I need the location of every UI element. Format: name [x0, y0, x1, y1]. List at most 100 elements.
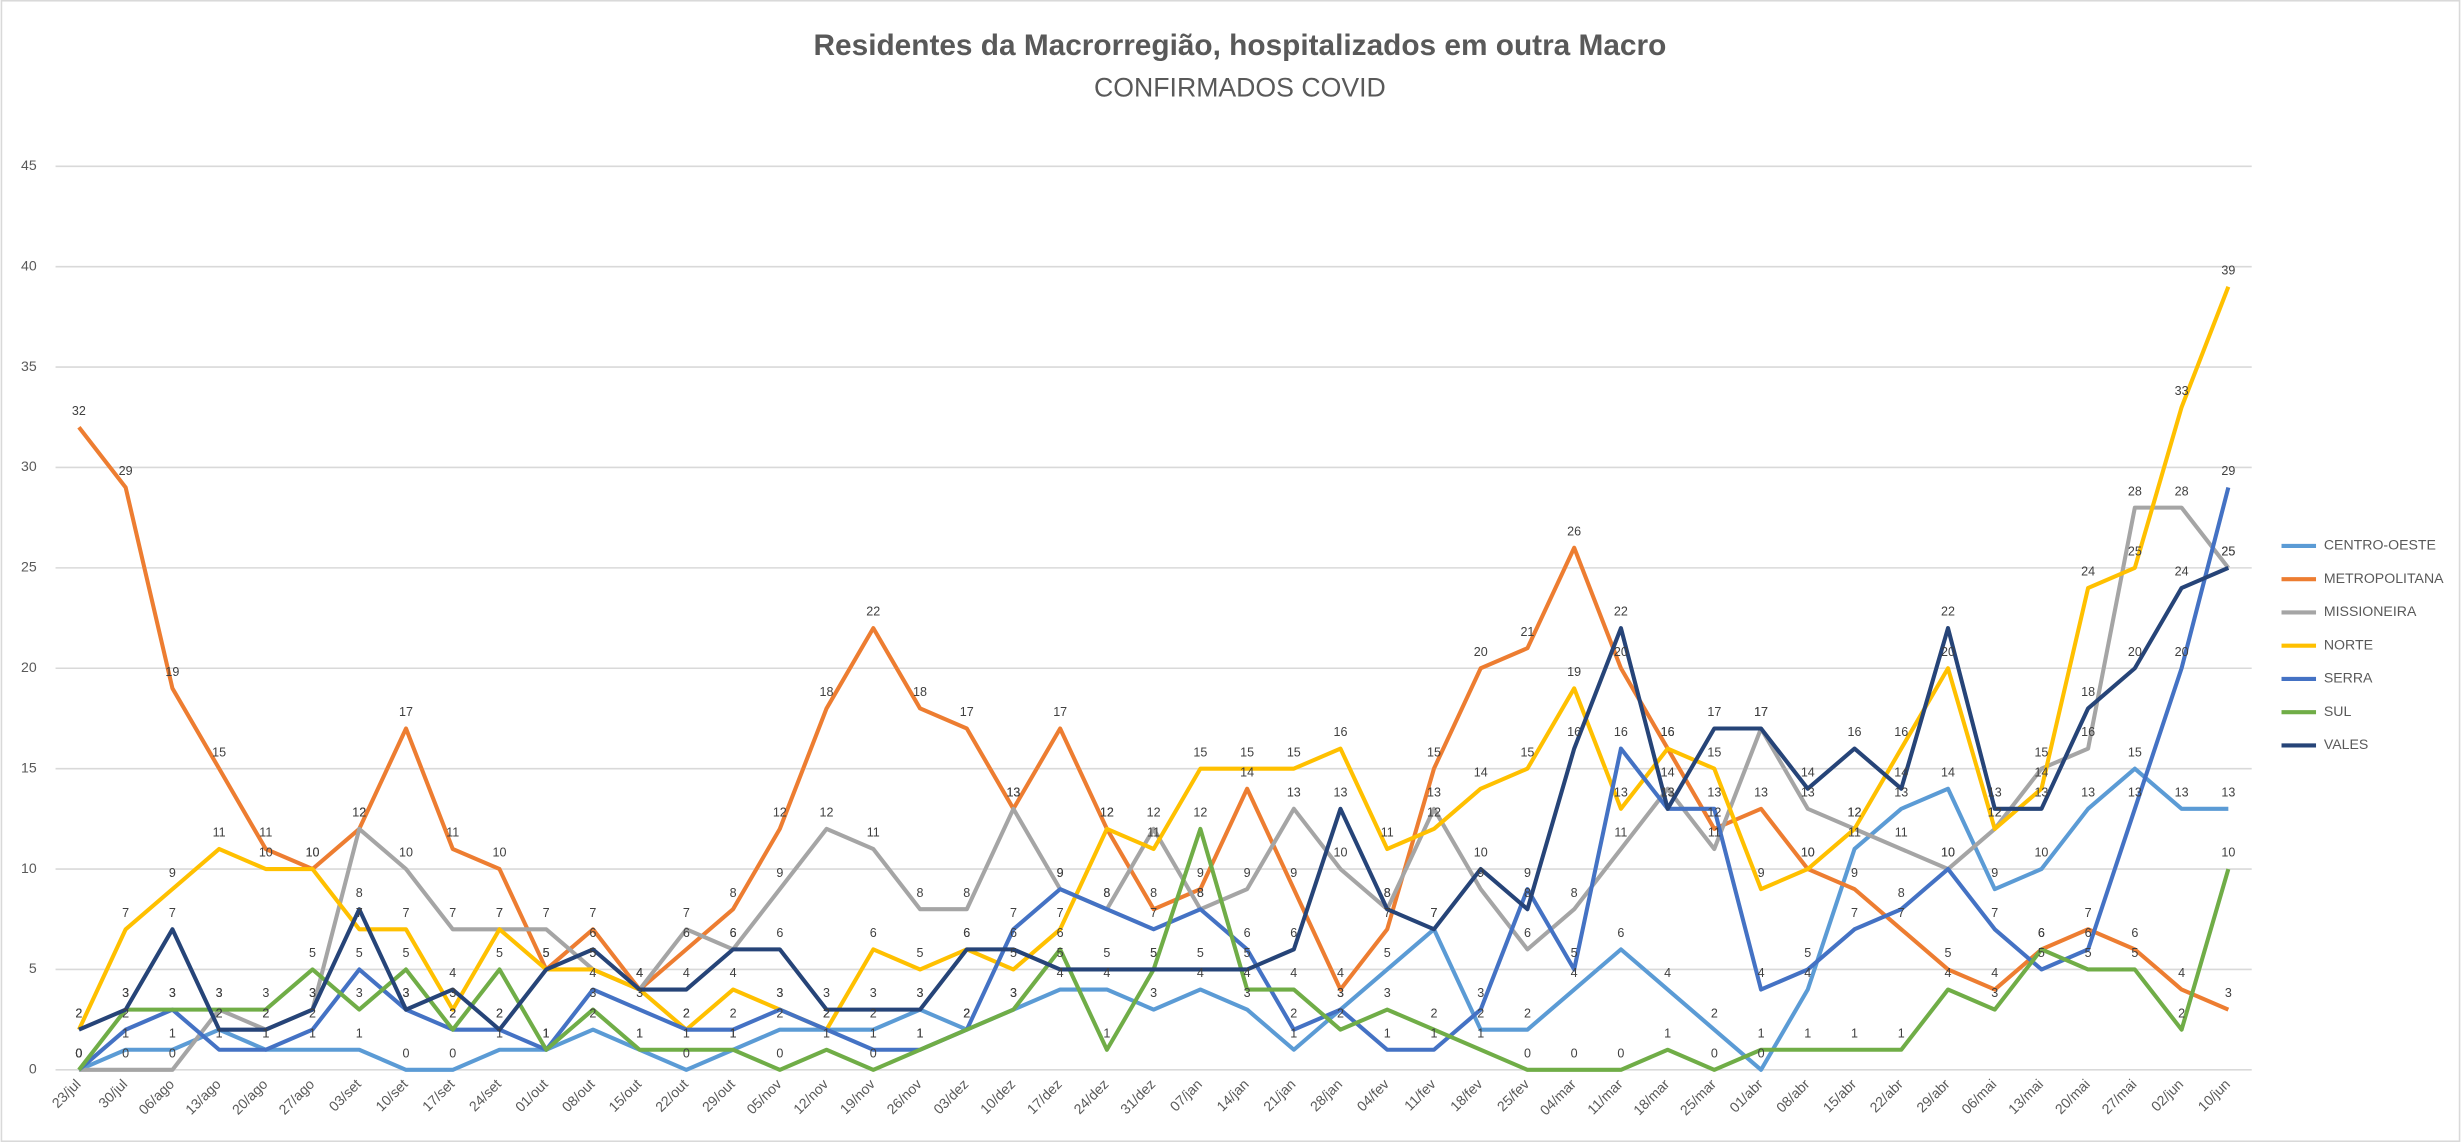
data-label: 3	[589, 986, 596, 1000]
data-label: 5	[2085, 946, 2092, 960]
data-label: 12	[1100, 806, 1114, 820]
data-label: 1	[870, 1026, 877, 1040]
data-label: 7	[449, 906, 456, 920]
data-label: 5	[356, 946, 363, 960]
data-label: 10	[2221, 846, 2235, 860]
data-label: 7	[1851, 906, 1858, 920]
data-label: 12	[352, 806, 366, 820]
data-label: 2	[683, 1006, 690, 1020]
data-label: 9	[1477, 866, 1484, 880]
data-label: 6	[870, 926, 877, 940]
data-label: 8	[1197, 886, 1204, 900]
data-label: 17	[1053, 705, 1067, 719]
data-label: 13	[2175, 785, 2189, 799]
data-label: 15	[212, 745, 226, 759]
data-label: 2	[216, 1006, 223, 1020]
data-label: 2	[1524, 1006, 1531, 1020]
data-label: 20	[2175, 645, 2189, 659]
data-label: 7	[1010, 906, 1017, 920]
data-label: 4	[1571, 966, 1578, 980]
data-label: 2	[496, 1006, 503, 1020]
data-label: 2	[870, 1006, 877, 1020]
data-label: 7	[169, 906, 176, 920]
data-label: 16	[1567, 725, 1581, 739]
data-label: 10	[1801, 846, 1815, 860]
data-label: 13	[1006, 785, 1020, 799]
data-label: 5	[543, 946, 550, 960]
data-label: 4	[1057, 966, 1064, 980]
data-label: 7	[1431, 906, 1438, 920]
data-label: 3	[216, 986, 223, 1000]
data-label: 7	[1431, 906, 1438, 920]
data-label: 2	[1337, 1006, 1344, 1020]
data-label: 6	[1244, 926, 1251, 940]
data-label: 5	[1571, 946, 1578, 960]
data-label: 8	[1197, 886, 1204, 900]
data-label: 6	[1290, 926, 1297, 940]
data-label: 0	[683, 1046, 690, 1060]
data-label: 14	[2034, 765, 2048, 779]
data-label: 1	[1664, 1026, 1671, 1040]
data-label: 20	[1941, 645, 1955, 659]
data-label: 10	[399, 846, 413, 860]
data-label: 26	[1567, 524, 1581, 538]
data-label: 10	[492, 846, 506, 860]
data-label: 22	[866, 605, 880, 619]
data-label: 3	[309, 986, 316, 1000]
y-tick-label: 30	[21, 458, 37, 474]
series-line	[78, 505, 2230, 1072]
y-tick-label: 35	[21, 358, 37, 374]
data-label: 14	[1240, 765, 1254, 779]
data-label: 0	[1711, 1046, 1718, 1060]
data-label: 3	[122, 986, 129, 1000]
data-label: 4	[636, 966, 643, 980]
data-label: 17	[1754, 705, 1768, 719]
data-label: 1	[122, 1026, 129, 1040]
data-label: 1	[216, 1026, 223, 1040]
data-label: 15	[1240, 745, 1254, 759]
data-label: 9	[1057, 866, 1064, 880]
data-label: 8	[1571, 886, 1578, 900]
data-label: 25	[2221, 544, 2235, 558]
data-label: 24	[2175, 565, 2189, 579]
data-label: 28	[2175, 484, 2189, 498]
data-label: 9	[1057, 866, 1064, 880]
data-label: 5	[1150, 946, 1157, 960]
data-label: 8	[1103, 886, 1110, 900]
data-label: 6	[963, 926, 970, 940]
data-label: 4	[449, 966, 456, 980]
data-label: 3	[636, 986, 643, 1000]
legend-label: VALES	[2324, 736, 2368, 752]
data-label: 16	[1661, 725, 1675, 739]
data-label: 13	[1614, 785, 1628, 799]
data-label: 3	[2225, 986, 2232, 1000]
data-label: 15	[1427, 745, 1441, 759]
data-label: 1	[917, 1026, 924, 1040]
data-label: 3	[776, 986, 783, 1000]
data-label: 18	[820, 685, 834, 699]
data-label: 7	[496, 906, 503, 920]
data-label: 12	[1988, 806, 2002, 820]
data-label: 7	[1150, 906, 1157, 920]
data-label: 3	[1244, 986, 1251, 1000]
series-line	[77, 286, 2231, 1032]
data-label: 4	[636, 966, 643, 980]
data-label: 0	[1617, 1046, 1624, 1060]
data-label: 2	[75, 1006, 82, 1020]
data-label: 9	[1244, 866, 1251, 880]
data-label: 1	[636, 1026, 643, 1040]
data-label: 28	[2128, 484, 2142, 498]
data-label: 8	[356, 886, 363, 900]
data-label: 16	[1848, 725, 1862, 739]
data-label: 3	[449, 986, 456, 1000]
data-label: 2	[309, 1006, 316, 1020]
data-label: 1	[917, 1026, 924, 1040]
y-tick-label: 40	[21, 257, 37, 273]
data-label: 2	[262, 1006, 269, 1020]
data-label: 4	[1991, 966, 1998, 980]
data-label: 11	[1708, 826, 1721, 840]
data-label: 17	[960, 705, 974, 719]
data-label: 8	[1524, 886, 1531, 900]
data-label: 13	[2128, 785, 2142, 799]
data-label: 7	[683, 906, 690, 920]
